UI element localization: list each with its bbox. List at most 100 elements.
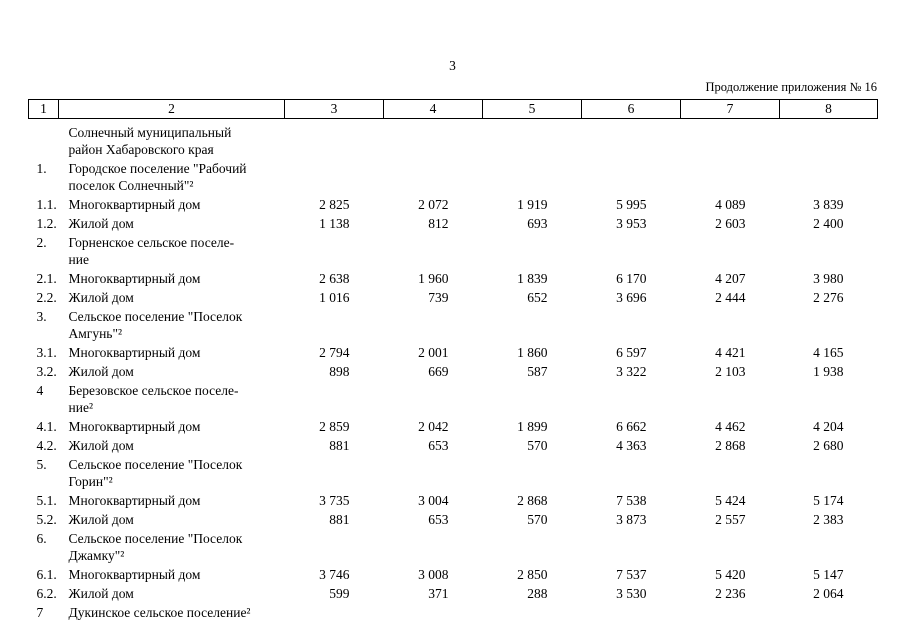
row-value: 881: [329, 438, 350, 453]
row-value: 2 444: [715, 290, 746, 305]
page-number: 3: [449, 58, 456, 73]
row-name: Многоквартирный дом: [68, 271, 201, 286]
row-name: Жилой дом: [68, 512, 134, 527]
row-value: [483, 381, 582, 417]
row-value: 3 322: [616, 364, 647, 379]
row-value: [483, 159, 582, 195]
column-number: 3: [284, 99, 384, 119]
row-value: [681, 307, 780, 343]
row-name: Сельское поселение "Поселок Амгунь"²: [68, 309, 243, 341]
table-body: Солнечный муниципальный район Хабаровско…: [29, 119, 878, 623]
row-value: 4 204: [813, 419, 844, 434]
table-row: 5.2. Жилой дом 881 653 570 3 873 2 557 2 383: [29, 510, 878, 529]
row-value: 3 735: [319, 493, 350, 508]
row-value: [681, 603, 780, 622]
row-value: 5 424: [715, 493, 746, 508]
row-name: Горненское сельское поселе- ние: [68, 235, 235, 267]
row-number: 6.2.: [36, 586, 57, 601]
row-value: [483, 233, 582, 269]
row-value: [582, 603, 681, 622]
table-row: 2.2. Жилой дом 1 016 739 652 3 696 2 444 2 276: [29, 288, 878, 307]
row-value: 669: [428, 364, 449, 379]
row-value: [681, 159, 780, 195]
row-value: 4 462: [715, 419, 746, 434]
row-value: 2 276: [813, 290, 844, 305]
row-name: Многоквартирный дом: [68, 419, 201, 434]
row-value: [780, 455, 878, 491]
row-value: 1 860: [517, 345, 548, 360]
row-value: 2 825: [319, 197, 350, 212]
row-value: [780, 307, 878, 343]
row-value: 2 400: [813, 216, 844, 231]
row-value: [384, 159, 483, 195]
table-row: 5. Сельское поселение "Поселок Горин"²: [29, 455, 878, 491]
row-value: 5 147: [813, 567, 844, 582]
row-value: [384, 119, 483, 160]
row-value: 812: [428, 216, 449, 231]
row-value: 4 089: [715, 197, 746, 212]
row-number: 2.1.: [36, 271, 57, 286]
row-number: 3.2.: [36, 364, 57, 379]
row-value: [384, 455, 483, 491]
table-row: 4.2. Жилой дом 881 653 570 4 363 2 868 2 680: [29, 436, 878, 455]
row-value: 7 538: [616, 493, 647, 508]
row-value: [681, 381, 780, 417]
row-value: [384, 307, 483, 343]
row-value: 3 530: [616, 586, 647, 601]
row-value: [483, 603, 582, 622]
row-value: [582, 159, 681, 195]
table-row: 3.1. Многоквартирный дом 2 794 2 001 1 860 6 …: [29, 343, 878, 362]
row-value: [780, 119, 878, 160]
row-value: 898: [329, 364, 350, 379]
row-value: 1 839: [517, 271, 548, 286]
row-value: 653: [428, 438, 449, 453]
table-row: 6. Сельское поселение "Поселок Джамку"²: [29, 529, 878, 565]
row-value: 3 696: [616, 290, 647, 305]
row-value: 693: [527, 216, 548, 231]
row-number: 3.: [36, 309, 47, 324]
row-value: 3 004: [418, 493, 449, 508]
row-value: 6 597: [616, 345, 647, 360]
row-value: 4 165: [813, 345, 844, 360]
table-row: 3.2. Жилой дом 898 669 587 3 322 2 103 1 938: [29, 362, 878, 381]
row-value: 5 174: [813, 493, 844, 508]
row-value: 4 207: [715, 271, 746, 286]
row-value: 739: [428, 290, 449, 305]
row-value: [582, 307, 681, 343]
row-number: [29, 119, 59, 160]
row-value: [582, 529, 681, 565]
row-value: [780, 159, 878, 195]
row-name: Многоквартирный дом: [68, 197, 201, 212]
row-number: 4.2.: [36, 438, 57, 453]
row-name: Жилой дом: [68, 290, 134, 305]
row-value: 371: [428, 586, 449, 601]
row-value: [483, 455, 582, 491]
row-value: [780, 603, 878, 622]
row-value: [483, 529, 582, 565]
row-value: 2 794: [319, 345, 350, 360]
row-value: [384, 603, 483, 622]
row-value: 652: [527, 290, 548, 305]
row-value: [285, 381, 384, 417]
row-value: [483, 307, 582, 343]
column-number: 5: [482, 99, 582, 119]
row-value: 2 072: [418, 197, 449, 212]
row-value: [582, 455, 681, 491]
row-value: 7 537: [616, 567, 647, 582]
row-value: 2 236: [715, 586, 746, 601]
column-number: 8: [779, 99, 878, 119]
row-number: 6.: [36, 531, 47, 546]
row-value: 2 603: [715, 216, 746, 231]
row-value: 570: [527, 512, 548, 527]
table-row: 1.2. Жилой дом 1 138 812 693 3 953 2 603 2 400: [29, 214, 878, 233]
row-value: [384, 233, 483, 269]
row-value: 6 662: [616, 419, 647, 434]
table-row: 1.1. Многоквартирный дом 2 825 2 072 1 919 5 …: [29, 195, 878, 214]
column-number: 4: [383, 99, 483, 119]
row-value: 1 899: [517, 419, 548, 434]
row-value: 2 868: [715, 438, 746, 453]
row-name: Многоквартирный дом: [68, 493, 201, 508]
column-number: 2: [58, 99, 285, 119]
row-name: Дукинское сельское поселение²: [68, 605, 251, 620]
